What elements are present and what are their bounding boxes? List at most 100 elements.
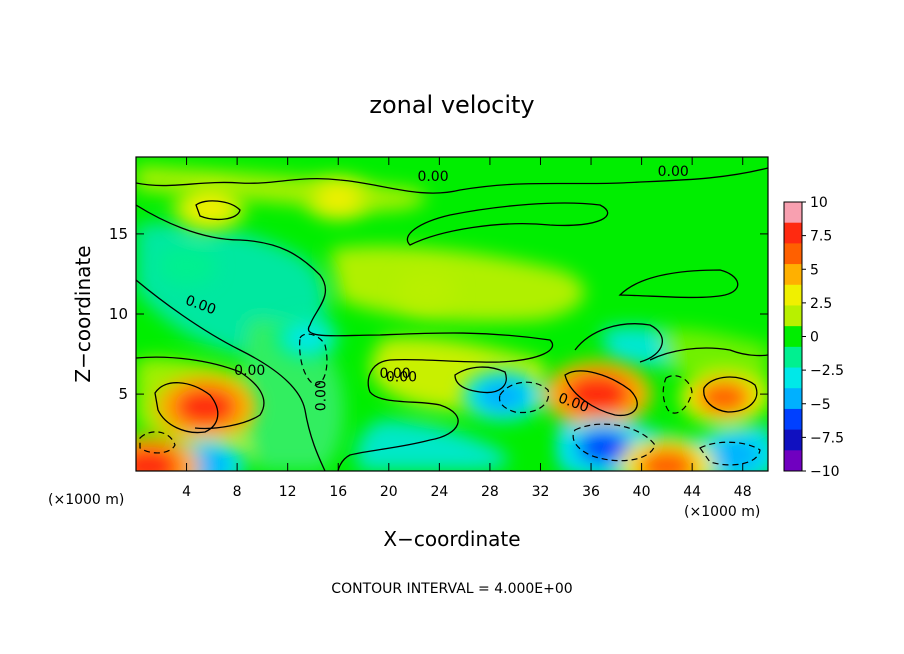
extremum-core [408,277,446,303]
colorbar-swatch [784,346,802,369]
negative-contour-blue-column [299,333,328,386]
colorbar: 10 7.5 5 2.5 0 −2.5 −5 −7.5 −10 [783,195,844,480]
velocity-extremum-9 [273,316,340,360]
negative-contour-blue-left [498,381,550,414]
y-tick-label: 15 [109,225,128,243]
x-tick-label: 36 [582,484,600,500]
x-tick-label: 16 [329,484,347,500]
contour-line-left [136,279,326,471]
colorbar-swatch [784,284,802,306]
contour-lines [136,167,768,471]
negative-contour-lines [139,333,761,466]
negative-contour-bottom-left [139,431,176,454]
x-axis-label: X−coordinate [383,527,520,551]
colorbar-tick-label: 7.5 [810,229,832,245]
contour-label: 0.00 [380,366,411,382]
extremum-core [576,429,631,465]
contour-label: 0.00 [658,164,689,180]
velocity-extremum-5 [462,370,543,422]
x-tick-label: 24 [430,484,448,500]
extremum-core [711,438,762,471]
colorbar-tick-label: 5 [810,262,819,278]
x-axis: 4 8 12 16 20 24 28 32 36 40 44 48 [182,157,752,500]
colorbar-swatch [784,202,802,224]
velocity-extremum-12 [136,434,200,471]
plot-area: 0.00 0.000.000.000.000.000.000.00 [136,157,768,471]
x-tick-label: 32 [532,484,550,500]
y-axis: 5 10 15 [109,225,768,403]
colorbar-tick-label: 10 [810,195,828,211]
x-tick-label: 40 [633,484,651,500]
colorbar-tick-label: 2.5 [810,296,832,312]
contour-label: 0.00 [234,363,265,379]
colorbar-tick-label: −2.5 [810,363,844,379]
x-tick-label: 8 [233,484,242,500]
field-region-yellow-mid [330,246,585,322]
extremum-core [173,387,238,427]
negative-contour-blue-center [572,423,656,462]
colorbar-swatch [784,367,802,389]
extremum-core [637,447,697,471]
colorbar-tick-label: −7.5 [810,430,844,446]
contour-loop-red-center [564,370,638,417]
contour-line-right-upper [574,323,663,363]
extremum-core [696,380,751,415]
colorbar-swatch [784,408,802,431]
velocity-extremum-3 [172,184,246,232]
contour-interval-note: CONTOUR INTERVAL = 4.000E+00 [331,581,572,597]
extremum-core [136,446,181,471]
velocity-extremum-11 [397,270,457,310]
y-axis-label: Z−coordinate [71,245,95,382]
contour-line-mid [136,204,553,471]
velocity-extrema [136,176,768,471]
contour-label: 0.00 [314,380,330,411]
contour-label: 0.00 [417,169,448,185]
x-axis-unit-left: (×1000 m) [48,492,124,508]
velocity-extremum-10 [157,246,216,286]
colorbar-tick-label: −10 [810,464,840,480]
x-tick-label: 44 [683,484,701,500]
colorbar-swatch [784,305,802,327]
x-tick-label: 20 [380,484,398,500]
y-tick-label: 5 [118,385,128,403]
colorbar-swatch [784,264,802,286]
colorbar-tick-label: −5 [810,397,831,413]
contour-loop-upper-right [618,269,739,299]
contour-line-top [136,167,768,194]
velocity-extremum-13 [619,436,714,471]
colorbar-tick-label: 0 [810,330,819,346]
extremum-core [317,185,359,213]
colorbar-swatch [784,326,802,348]
chart-title: zonal velocity [369,91,534,119]
colorbar-swatch [784,450,802,472]
contour-loop-yellow-low [454,366,507,394]
colorbar-swatch [784,429,802,451]
contour-loop-red-right [703,376,758,413]
x-axis-unit-right: (×1000 m) [684,504,760,520]
x-tick-label: 28 [481,484,499,500]
field-region-cyan-bottom [356,420,509,471]
y-tick-label: 10 [109,305,128,323]
contour-label: 0.00 [386,369,417,385]
contour-loop-red-left [154,382,219,434]
velocity-extremum-7 [696,429,768,471]
colorbar-swatch [784,243,802,265]
velocity-extremum-0 [154,375,257,439]
x-tick-label: 4 [182,484,191,500]
velocity-extremum-4 [305,176,372,221]
contour-loop-top-mid [406,202,609,246]
extremum-core [286,324,328,352]
contour-line-right-mid [649,347,768,361]
extremum-core [168,253,205,279]
x-tick-label: 48 [734,484,752,500]
colorbar-swatch [784,222,802,244]
negative-contour-blue-right [699,441,761,466]
extremum-core [563,373,632,415]
velocity-extremum-1 [543,360,652,428]
extremum-core [477,379,528,412]
contour-line-left-low [136,356,265,430]
x-tick-label: 12 [279,484,297,500]
colorbar-swatch [784,388,802,410]
